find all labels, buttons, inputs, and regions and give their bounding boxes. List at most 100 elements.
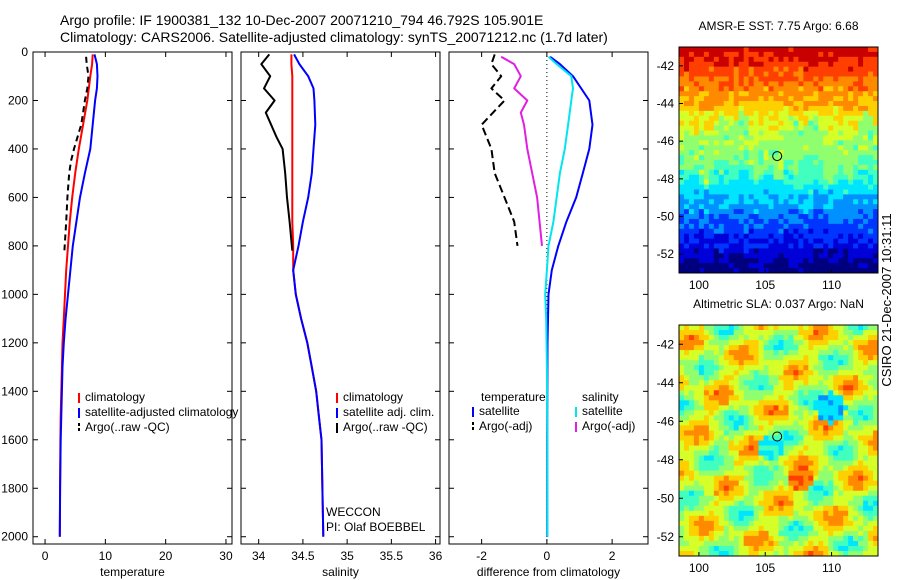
sst-cell [843,125,849,132]
sla-cell [793,440,799,447]
sst-cell [858,228,864,235]
sla-cell [703,480,710,487]
sst-cell [698,120,705,127]
sst-cell [843,263,849,269]
sla-cell [718,360,725,366]
sla-cell [753,455,760,462]
sst-cell [693,189,700,195]
sst-cell [688,135,695,141]
sst-cell [708,120,715,127]
sla-cell [823,410,829,416]
sst-cell [843,91,849,97]
sst-cell [743,258,750,264]
sla-cell [743,500,750,507]
sst-cell [718,130,725,137]
sst-cell [778,248,785,254]
sst-cell [853,179,859,186]
sst-cell [688,115,695,122]
sla-cell [698,350,705,356]
sst-cell [728,263,735,269]
sst-cell [868,140,874,146]
sla-cell [753,490,760,497]
sla-cell [793,325,799,331]
sst-cell [708,135,715,141]
sst-cell [783,214,790,220]
sla-cell [813,520,819,527]
sst-cell [808,263,814,269]
sla-cell [698,525,705,532]
sst-cell [868,51,874,58]
sla-cell [843,390,849,396]
sla-cell [828,515,834,522]
sla-cell [808,400,814,406]
sst-cell [853,238,859,245]
sla-cell [818,500,824,507]
sst-cell [823,209,829,215]
sst-cell [848,164,854,171]
sst-cell [793,253,799,259]
sla-cell [763,370,770,376]
sst-cell [818,115,824,122]
sst-cell [863,268,869,273]
sla-cell [763,405,770,411]
sla-cell [718,490,725,497]
sla-cell [783,535,790,542]
sla-cell [688,495,695,502]
sla-cell [733,460,740,467]
sla-cell [728,335,735,341]
sla-cell [848,475,854,482]
sst-cell [683,51,690,58]
sst-cell [768,47,775,53]
sst-cell [698,51,705,58]
sst-cell [858,140,864,146]
sla-cell [733,550,740,556]
sla-cell [763,515,770,522]
sst-cell [778,233,785,240]
sst-cell [788,164,795,171]
sst-cell [683,125,690,132]
sla-cell [773,410,780,416]
sla-cell [853,360,859,366]
sst-cell [743,233,750,240]
sla-cell [708,370,715,376]
sla-cell [728,485,735,492]
sst-cell [693,66,700,73]
sla-cell [713,395,720,401]
sla-cell [808,460,814,467]
sla-cell [848,410,854,416]
difference-axes-frame [448,51,649,545]
sst-cell [683,214,690,220]
sst-cell [778,184,785,191]
sst-cell [858,47,864,53]
sst-cell [868,61,874,68]
sla-cell [758,425,765,432]
sla-cell [738,385,745,391]
sla-cell [833,500,839,507]
sst-cell [838,96,844,102]
sst-cell [713,66,720,73]
sla-cell [798,375,804,381]
sla-cell [733,385,740,391]
sla-cell [793,370,799,376]
sst-cell [863,96,869,102]
sla-cell [733,455,740,462]
sla-cell [863,400,869,406]
sla-cell [788,420,795,427]
sla-cell [843,415,849,422]
sla-cell [773,485,780,492]
sst-cell [738,199,745,205]
sst-cell [713,223,720,230]
sst-cell [828,66,834,73]
sst-cell [873,199,878,205]
sla-cell [768,460,775,467]
sla-cell [693,360,700,366]
sla-cell [868,360,874,366]
sst-cell [758,81,765,87]
sla-cell [793,430,799,437]
sla-cell [858,440,864,447]
sst-cell [679,91,685,97]
sst-cell [818,160,824,166]
sst-cell [679,150,685,156]
sla-cell [858,550,864,556]
sst-cell [858,150,864,156]
